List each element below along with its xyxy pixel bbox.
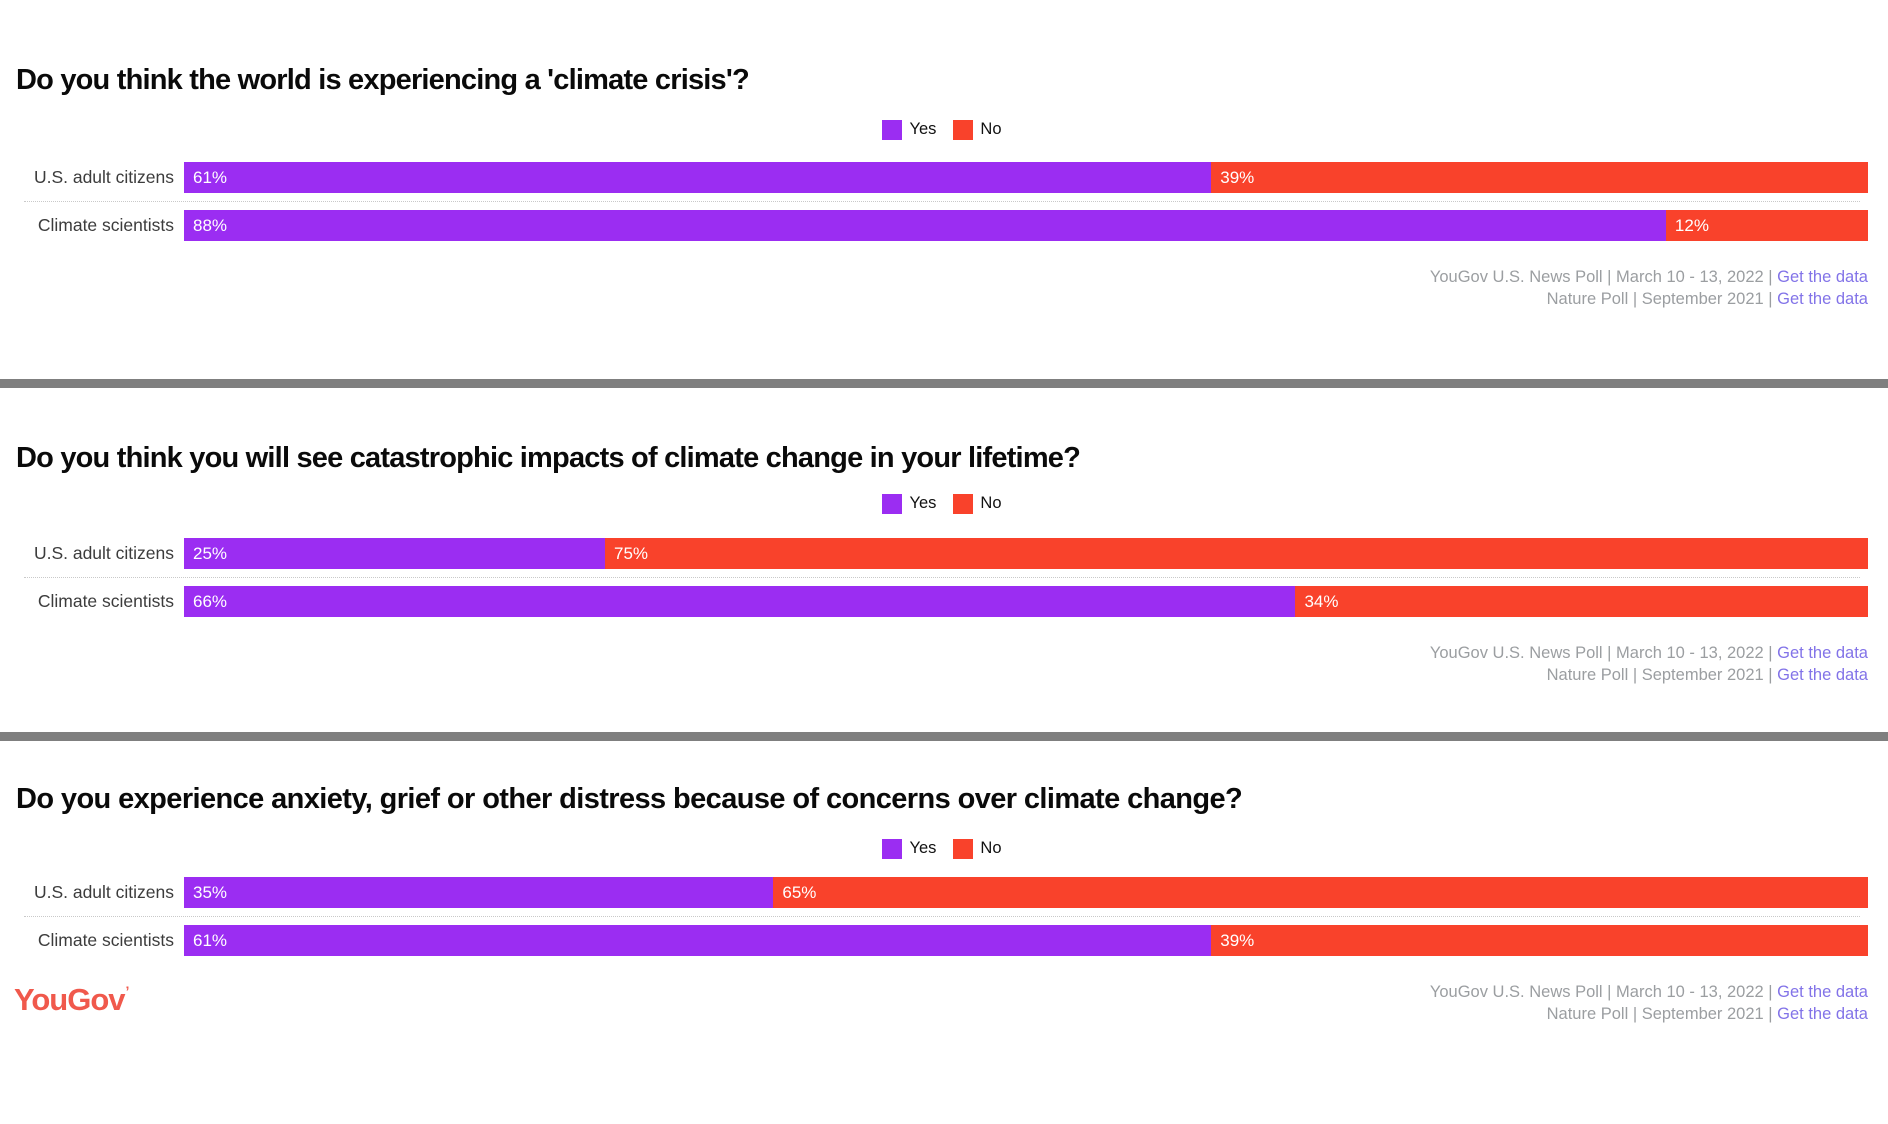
chart-title: Do you think you will see catastrophic i…: [16, 442, 1081, 474]
stacked-bar: 61% 39%: [184, 925, 1868, 957]
legend-no-label: No: [980, 120, 1002, 139]
bar-value-no: 65%: [782, 882, 817, 902]
bar-segment-no: 12%: [1665, 210, 1868, 242]
source-attribution: YouGov U.S. News Poll | March 10 - 13, 2…: [1430, 982, 1868, 1025]
bar-segment-yes: 35%: [184, 877, 774, 909]
bar-value-yes: 35%: [193, 882, 228, 902]
bar-value-no: 39%: [1220, 930, 1255, 950]
source-line: Nature Poll | September 2021 | Get the d…: [16, 289, 1868, 310]
bar-value-no: 39%: [1220, 167, 1255, 187]
legend-no-label: No: [980, 839, 1002, 858]
bar-segment-no: 39%: [1211, 162, 1868, 194]
bar-value-yes: 61%: [193, 167, 228, 187]
source-line: Nature Poll | September 2021 | Get the d…: [1430, 1004, 1868, 1025]
chart-legend: Yes No: [16, 838, 1868, 859]
legend-no-swatch-icon: [953, 119, 974, 140]
bar-value-no: 34%: [1304, 591, 1339, 611]
legend-yes-label: Yes: [909, 120, 937, 139]
bar-value-no: 12%: [1674, 215, 1709, 235]
section-separator: [0, 732, 1888, 741]
source-text: Nature Poll | September 2021 |: [1546, 665, 1773, 684]
source-line: Nature Poll | September 2021 | Get the d…: [16, 665, 1868, 686]
bar-rows: U.S. adult citizens 25% 75% Climate scie…: [16, 538, 1868, 618]
row-label: U.S. adult citizens: [33, 543, 174, 564]
source-line: YouGov U.S. News Poll | March 10 - 13, 2…: [16, 643, 1868, 664]
bar-row: U.S. adult citizens 61% 39%: [16, 162, 1868, 194]
page-footer: YouGov’ YouGov U.S. News Poll | March 10…: [14, 982, 1868, 1025]
row-label: Climate scientists: [37, 930, 174, 951]
bar-segment-yes: 61%: [184, 925, 1212, 957]
bar-row: Climate scientists 61% 39%: [16, 925, 1868, 957]
source-attribution: YouGov U.S. News Poll | March 10 - 13, 2…: [16, 267, 1868, 310]
source-text: Nature Poll | September 2021 |: [1546, 1004, 1773, 1023]
row-divider: [24, 201, 1860, 203]
chart-section-catastrophic-impacts: Do you think you will see catastrophic i…: [0, 388, 1888, 732]
legend-yes-label: Yes: [909, 494, 937, 513]
stacked-bar: 88% 12%: [184, 210, 1868, 242]
legend-no-swatch-icon: [953, 493, 974, 514]
row-divider: [24, 916, 1860, 918]
source-text: YouGov U.S. News Poll | March 10 - 13, 2…: [1429, 268, 1773, 287]
source-line: YouGov U.S. News Poll | March 10 - 13, 2…: [16, 267, 1868, 288]
legend-yes-swatch-icon: [882, 838, 903, 859]
section-separator: [0, 379, 1888, 388]
bar-value-yes: 66%: [193, 591, 228, 611]
chart-legend: Yes No: [16, 119, 1868, 140]
bar-row: Climate scientists 66% 34%: [16, 586, 1868, 618]
source-attribution: YouGov U.S. News Poll | March 10 - 13, 2…: [16, 643, 1868, 686]
bar-row: U.S. adult citizens 35% 65%: [16, 877, 1868, 909]
chart-title: Do you experience anxiety, grief or othe…: [16, 783, 1243, 815]
legend-no-swatch-icon: [953, 838, 974, 859]
chart-title: Do you think the world is experiencing a…: [16, 64, 750, 96]
bar-row: U.S. adult citizens 25% 75%: [16, 538, 1868, 570]
bar-value-no: 75%: [614, 543, 649, 563]
row-label: U.S. adult citizens: [33, 167, 174, 188]
get-the-data-link[interactable]: Get the data: [1777, 665, 1868, 684]
chart-section-climate-crisis: Do you think the world is experiencing a…: [0, 0, 1888, 379]
bar-segment-no: 75%: [605, 538, 1868, 570]
get-the-data-link[interactable]: Get the data: [1777, 983, 1868, 1002]
bar-rows: U.S. adult citizens 61% 39% Climate scie…: [16, 162, 1868, 242]
legend-yes-swatch-icon: [882, 493, 903, 514]
legend-yes-label: Yes: [909, 839, 937, 858]
stacked-bar: 35% 65%: [184, 877, 1868, 909]
row-label: Climate scientists: [37, 591, 174, 612]
chart-section-climate-anxiety: Do you experience anxiety, grief or othe…: [0, 741, 1888, 1124]
source-text: YouGov U.S. News Poll | March 10 - 13, 2…: [1429, 644, 1773, 663]
bar-segment-no: 34%: [1295, 586, 1868, 618]
stacked-bar: 66% 34%: [184, 586, 1868, 618]
stacked-bar: 25% 75%: [184, 538, 1868, 570]
legend-yes-swatch-icon: [882, 119, 903, 140]
bar-row: Climate scientists 88% 12%: [16, 210, 1868, 242]
get-the-data-link[interactable]: Get the data: [1777, 289, 1868, 308]
yougov-logo-text: YouGov: [14, 982, 126, 1018]
bar-segment-yes: 66%: [184, 586, 1296, 618]
legend-no-label: No: [980, 494, 1002, 513]
bar-rows: U.S. adult citizens 35% 65% Climate scie…: [16, 877, 1868, 957]
get-the-data-link[interactable]: Get the data: [1777, 268, 1868, 287]
bar-segment-yes: 88%: [184, 210, 1666, 242]
bar-segment-no: 65%: [773, 877, 1868, 909]
chart-legend: Yes No: [16, 493, 1868, 514]
get-the-data-link[interactable]: Get the data: [1777, 1004, 1868, 1023]
stacked-bar: 61% 39%: [184, 162, 1868, 194]
bar-segment-yes: 61%: [184, 162, 1212, 194]
bar-segment-yes: 25%: [184, 538, 605, 570]
row-label: Climate scientists: [37, 215, 174, 236]
row-divider: [24, 577, 1860, 579]
bar-value-yes: 61%: [193, 930, 228, 950]
bar-value-yes: 25%: [193, 543, 228, 563]
row-label: U.S. adult citizens: [33, 882, 174, 903]
source-text: YouGov U.S. News Poll | March 10 - 13, 2…: [1429, 983, 1773, 1002]
source-text: Nature Poll | September 2021 |: [1546, 289, 1773, 308]
yougov-logo-mark-icon: ’: [125, 983, 130, 1000]
bar-value-yes: 88%: [193, 215, 228, 235]
get-the-data-link[interactable]: Get the data: [1777, 644, 1868, 663]
source-line: YouGov U.S. News Poll | March 10 - 13, 2…: [1430, 982, 1868, 1003]
yougov-logo: YouGov’: [14, 982, 130, 1018]
bar-segment-no: 39%: [1211, 925, 1868, 957]
